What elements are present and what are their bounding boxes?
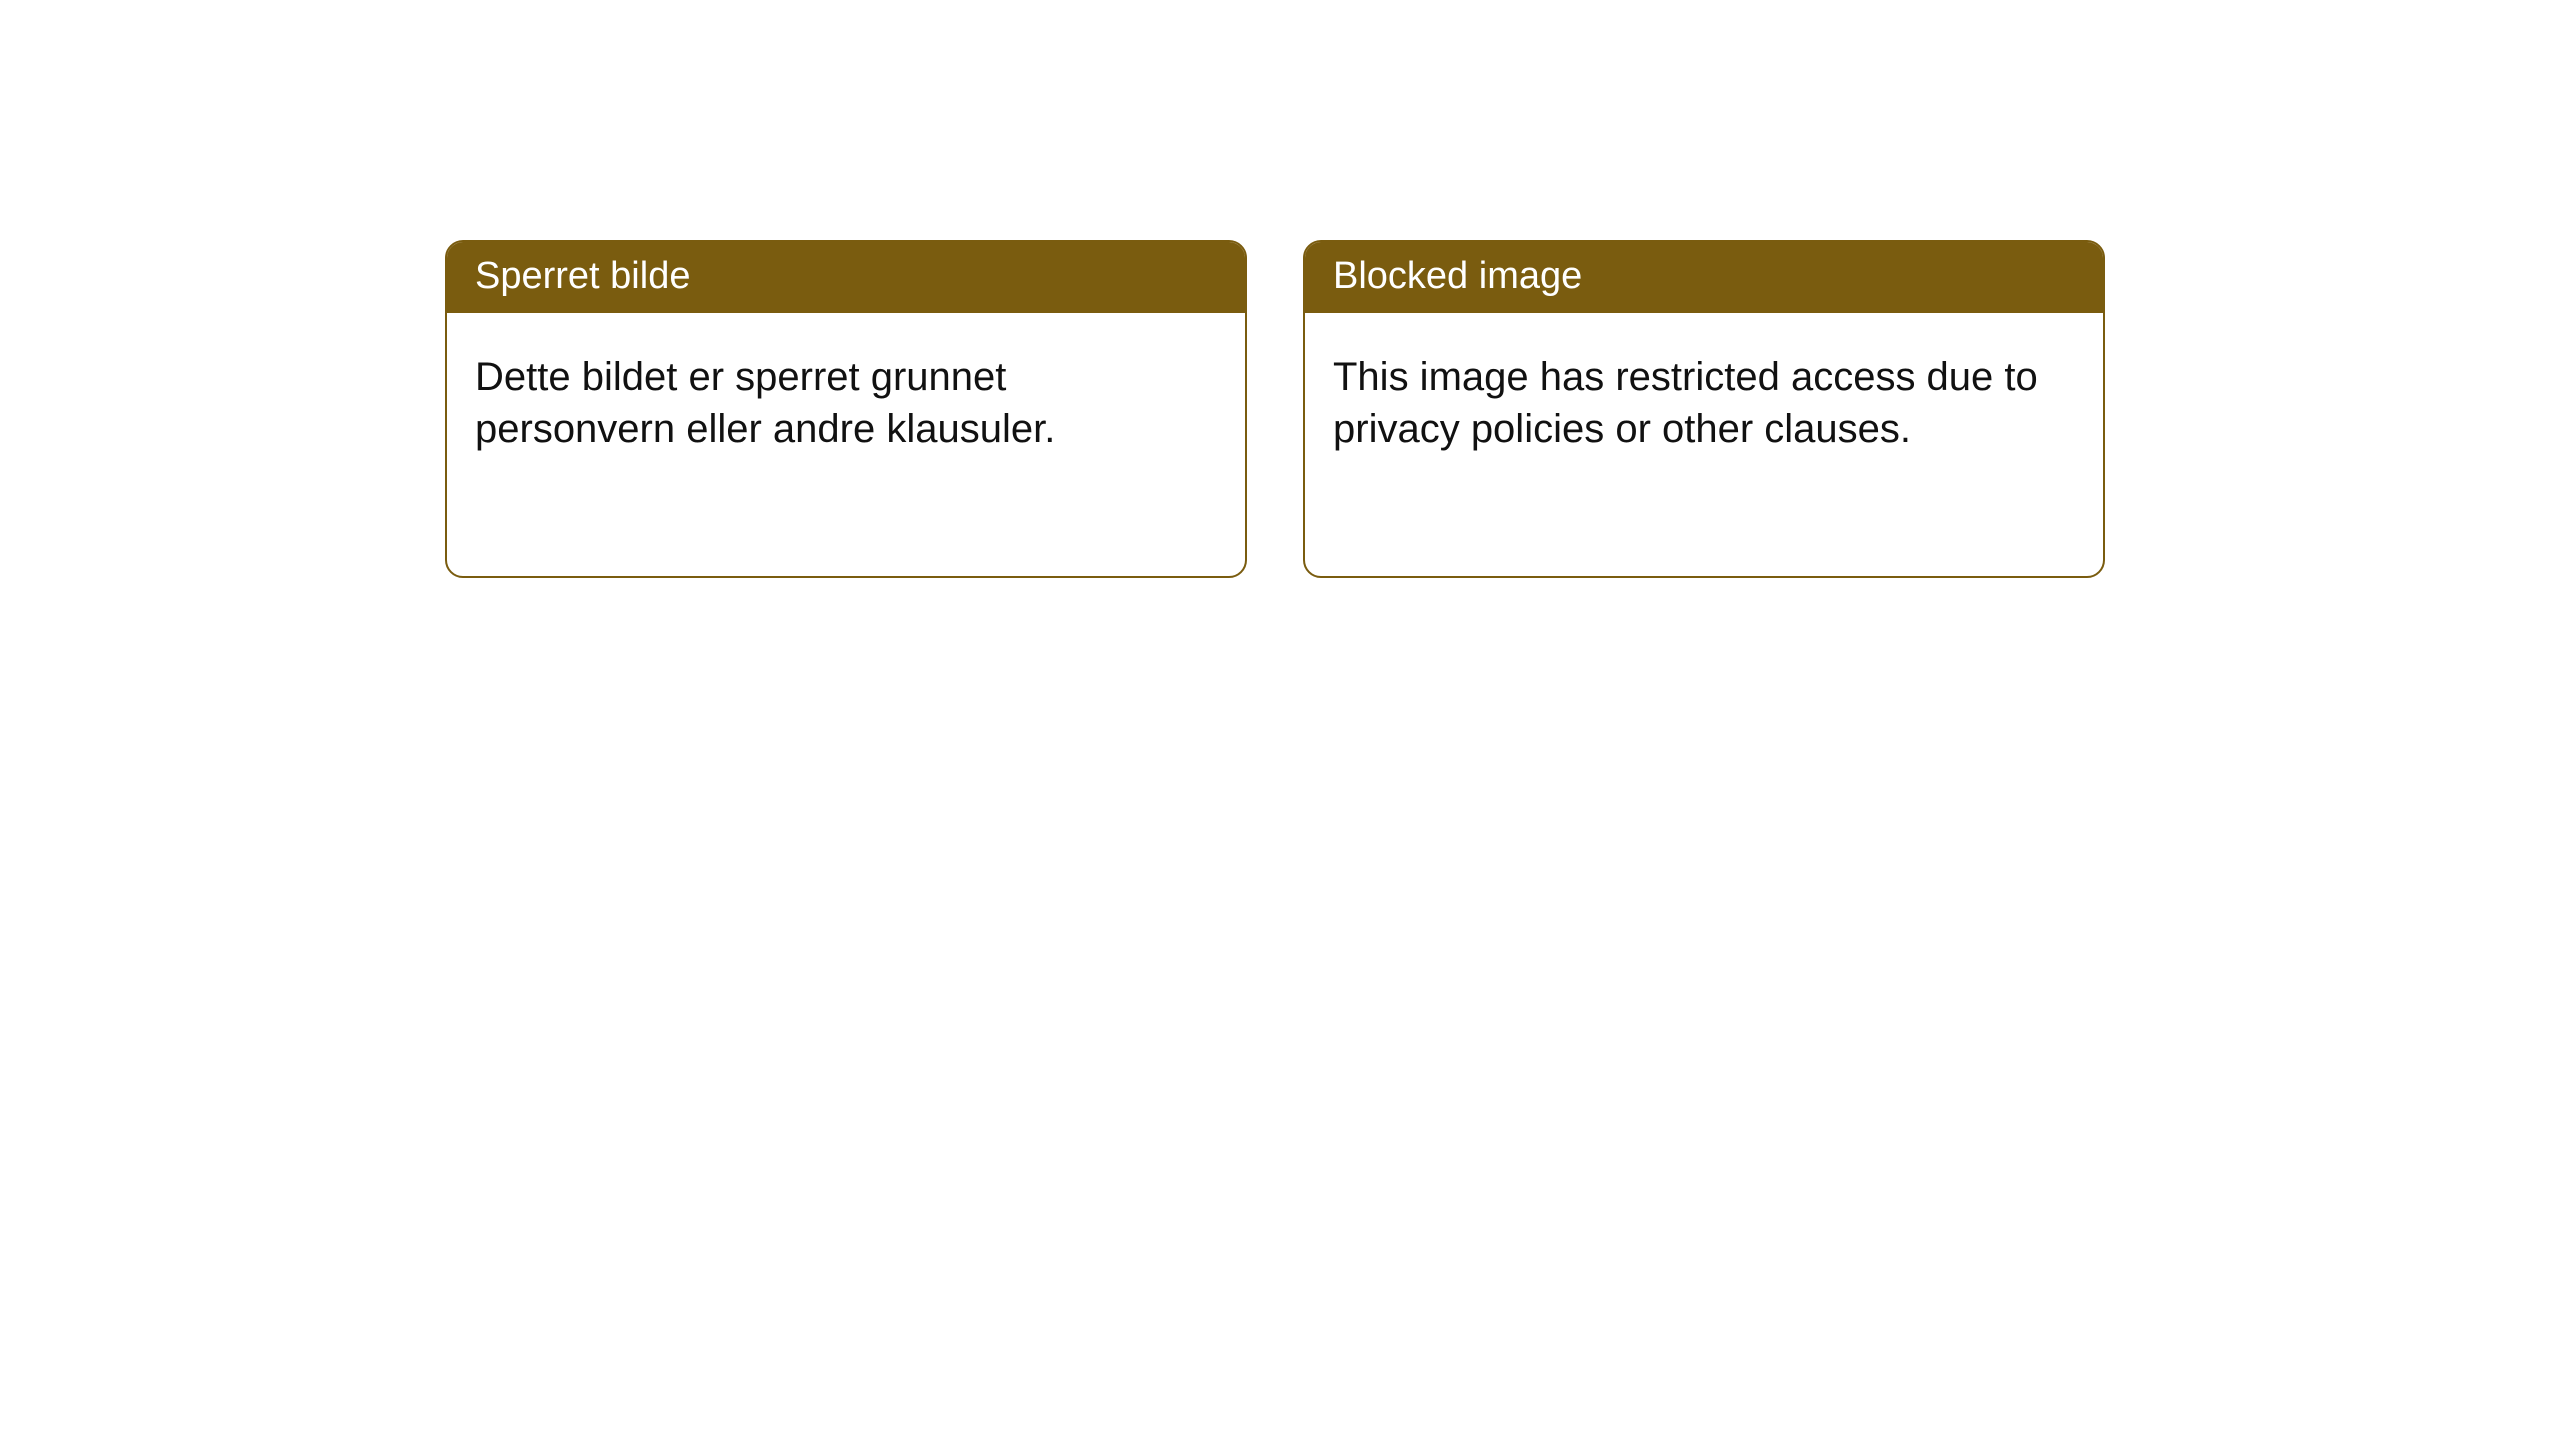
notice-card-english: Blocked image This image has restricted … [1303,240,2105,578]
notice-container: Sperret bilde Dette bildet er sperret gr… [0,0,2560,578]
notice-body-norwegian: Dette bildet er sperret grunnet personve… [447,313,1245,483]
notice-title-english: Blocked image [1305,242,2103,313]
notice-body-english: This image has restricted access due to … [1305,313,2103,483]
notice-title-norwegian: Sperret bilde [447,242,1245,313]
notice-card-norwegian: Sperret bilde Dette bildet er sperret gr… [445,240,1247,578]
